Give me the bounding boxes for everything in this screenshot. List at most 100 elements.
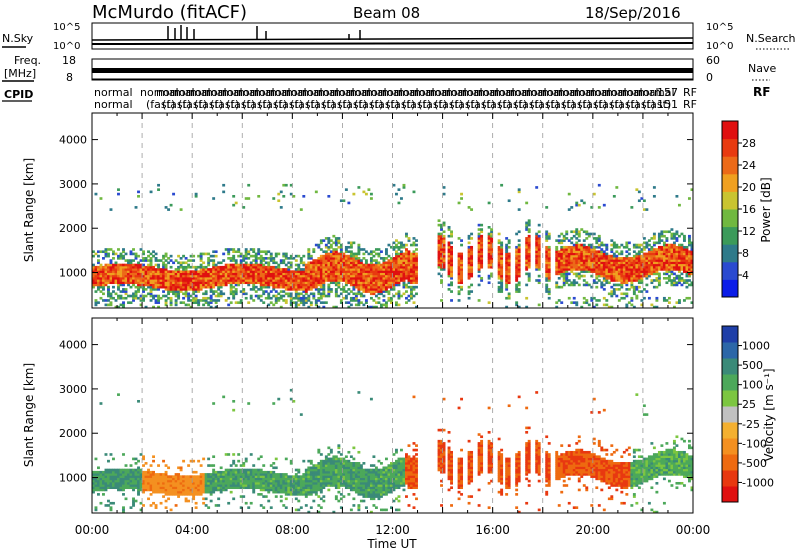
power-cell bbox=[242, 281, 246, 285]
noise-right-tick-low: 10^0 bbox=[706, 41, 733, 52]
power-cell bbox=[600, 241, 604, 245]
power-cell bbox=[352, 241, 356, 245]
power-cell bbox=[334, 237, 338, 240]
power-cell bbox=[682, 250, 686, 254]
power-cell bbox=[284, 268, 288, 271]
power-cell bbox=[535, 248, 539, 251]
power-cell bbox=[480, 243, 484, 247]
velocity-cell bbox=[117, 477, 120, 481]
power-cell bbox=[560, 274, 564, 278]
power-cell bbox=[645, 272, 649, 276]
power-cell bbox=[437, 252, 441, 256]
power-cell bbox=[267, 276, 271, 280]
power-cell bbox=[189, 299, 193, 302]
power-cell bbox=[407, 276, 411, 280]
velocity-cell bbox=[212, 464, 216, 467]
power-cell bbox=[244, 274, 248, 278]
cpid-mode-label: normal bbox=[396, 86, 435, 99]
power-cell bbox=[144, 272, 148, 276]
power-cell bbox=[219, 270, 223, 273]
power-cell bbox=[369, 261, 373, 265]
power-cell bbox=[675, 301, 679, 304]
velocity-cell bbox=[97, 470, 100, 474]
cpid-mode-label: normal bbox=[220, 86, 259, 99]
power-cell bbox=[580, 199, 584, 203]
power-cell bbox=[259, 294, 263, 298]
power-cell bbox=[412, 288, 416, 291]
power-cell bbox=[567, 259, 571, 262]
cpid-mode-label: (fast) bbox=[466, 98, 495, 111]
velocity-cell bbox=[112, 486, 115, 490]
power-cell bbox=[124, 268, 128, 271]
power-cell bbox=[407, 252, 411, 256]
power-cell bbox=[560, 245, 564, 249]
power-cell bbox=[627, 276, 631, 280]
velocity-cell bbox=[137, 459, 140, 463]
power-cell bbox=[329, 252, 333, 256]
power-cell bbox=[97, 301, 100, 304]
power-cell bbox=[289, 283, 293, 287]
power-cell bbox=[515, 285, 519, 289]
velocity-cell bbox=[202, 497, 206, 501]
power-cell bbox=[665, 243, 669, 247]
power-cell bbox=[337, 272, 341, 276]
power-cell bbox=[500, 285, 504, 289]
power-cell bbox=[359, 248, 363, 251]
velocity-cell bbox=[119, 473, 123, 476]
velocity-cell bbox=[264, 481, 268, 485]
power-cell bbox=[162, 294, 166, 298]
power-cell bbox=[467, 263, 471, 267]
power-cell bbox=[122, 290, 125, 293]
power-cell bbox=[572, 250, 576, 254]
power-cell bbox=[147, 283, 150, 287]
velocity-cell bbox=[252, 479, 256, 483]
power-cell bbox=[274, 285, 278, 289]
velocity-cell bbox=[124, 479, 128, 483]
power-cell bbox=[500, 290, 504, 293]
power-cell bbox=[302, 268, 306, 271]
velocity-cell bbox=[194, 475, 198, 478]
noise-right-tick-high: 10^5 bbox=[706, 22, 733, 33]
velocity-cell bbox=[239, 481, 243, 485]
power-cell bbox=[505, 288, 509, 291]
power-cell bbox=[269, 270, 273, 273]
power-cell bbox=[397, 279, 401, 282]
power-cell bbox=[369, 250, 373, 254]
power-cell bbox=[410, 276, 413, 280]
power-cell bbox=[337, 254, 341, 258]
velocity-cell bbox=[174, 481, 178, 485]
power-cell bbox=[207, 261, 211, 265]
power-cell bbox=[560, 261, 564, 265]
power-cell bbox=[297, 288, 301, 291]
power-cell bbox=[117, 188, 120, 191]
power-cell bbox=[217, 261, 221, 265]
velocity-cell bbox=[192, 488, 196, 492]
power-cell bbox=[367, 272, 371, 276]
power-cell bbox=[262, 272, 266, 276]
velocity-cell bbox=[222, 477, 226, 481]
power-cell bbox=[237, 272, 241, 276]
power-cell bbox=[362, 272, 366, 276]
power-cell bbox=[632, 292, 636, 296]
power-cell bbox=[440, 226, 443, 229]
velocity-cell bbox=[224, 488, 228, 492]
power-cell bbox=[204, 268, 208, 271]
power-cell bbox=[354, 285, 358, 289]
power-cell bbox=[322, 272, 326, 276]
power-cell bbox=[592, 250, 596, 254]
power-cell bbox=[302, 296, 306, 300]
power-cell bbox=[535, 237, 539, 240]
power-cell bbox=[460, 263, 464, 267]
power-cell bbox=[309, 261, 313, 265]
cpid-mode-label: (fast) bbox=[546, 98, 575, 111]
power-cell bbox=[274, 274, 278, 278]
power-cell bbox=[312, 272, 316, 276]
power-cell bbox=[570, 206, 574, 209]
velocity-cell bbox=[179, 493, 183, 496]
power-cell bbox=[657, 245, 661, 249]
power-cell bbox=[625, 279, 629, 282]
power-cell bbox=[675, 259, 679, 262]
power-cell bbox=[570, 250, 574, 254]
power-cell bbox=[119, 254, 123, 258]
velocity-cell bbox=[252, 473, 256, 476]
